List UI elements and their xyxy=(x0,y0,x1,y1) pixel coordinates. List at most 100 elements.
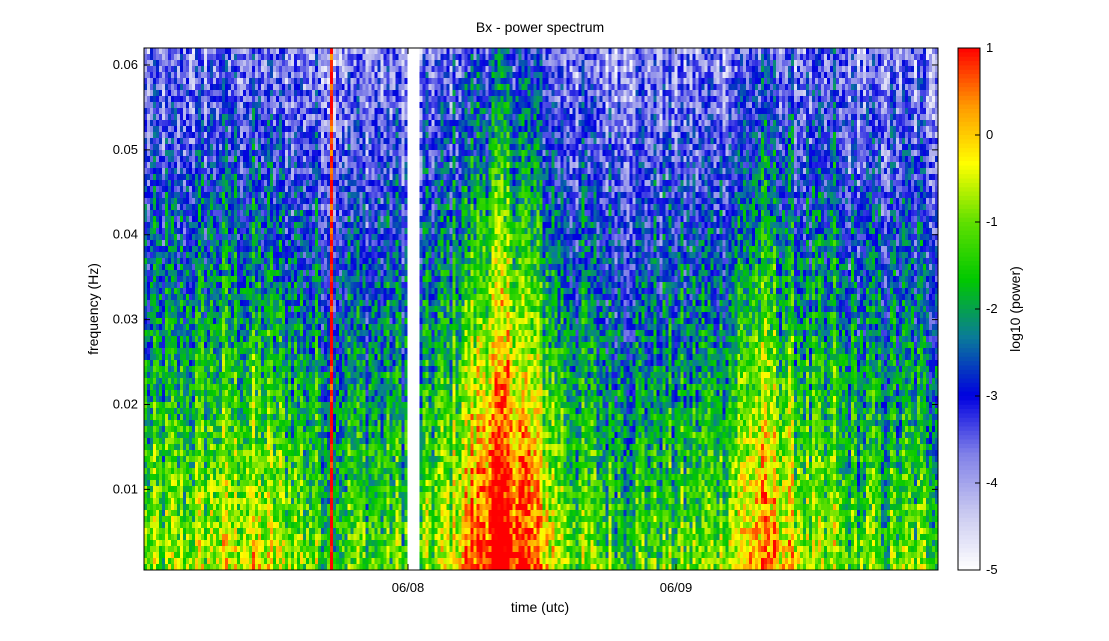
colorbar-segment xyxy=(958,117,980,123)
colorbar-segment xyxy=(958,543,980,549)
colorbar-segment xyxy=(958,513,980,519)
colorbar-segment xyxy=(958,256,980,262)
colorbar-segment xyxy=(958,104,980,110)
colorbar-segment xyxy=(958,69,980,75)
colorbar-segment xyxy=(958,287,980,293)
colorbar-segment xyxy=(958,291,980,297)
colorbar-segment xyxy=(958,326,980,332)
x-axis-ticks: 06/08 06/09 xyxy=(392,48,693,595)
x-tick-label: 06/09 xyxy=(660,580,693,595)
colorbar-segment xyxy=(958,195,980,201)
colorbar-segment xyxy=(958,261,980,267)
colorbar-segment xyxy=(958,143,980,149)
colorbar-segment xyxy=(958,552,980,558)
colorbar-segment xyxy=(958,404,980,410)
colorbar-segment xyxy=(958,304,980,310)
colorbar-segment xyxy=(958,426,980,432)
colorbar-tick-label: -3 xyxy=(986,388,998,403)
colorbar-segment xyxy=(958,222,980,227)
colorbar-segment xyxy=(958,95,980,101)
colorbar xyxy=(958,48,980,571)
colorbar-segment xyxy=(958,526,980,532)
colorbar-segment xyxy=(958,356,980,362)
colorbar-segment xyxy=(958,322,980,327)
y-tick-label: 0.05 xyxy=(113,142,138,157)
colorbar-segment xyxy=(958,91,980,97)
colorbar-segment xyxy=(958,413,980,419)
colorbar-segment xyxy=(958,400,980,406)
colorbar-segment xyxy=(958,556,980,562)
colorbar-segment xyxy=(958,509,980,515)
colorbar-segment xyxy=(958,226,980,232)
colorbar-segment xyxy=(958,452,980,458)
colorbar-segment xyxy=(958,496,980,501)
colorbar-segment xyxy=(958,174,980,180)
colorbar-segment xyxy=(958,169,980,175)
colorbar-segment xyxy=(958,235,980,240)
y-tick-label: 0.04 xyxy=(113,227,138,242)
colorbar-segment xyxy=(958,548,980,554)
colorbar-segment xyxy=(958,265,980,271)
colorbar-segment xyxy=(958,252,980,258)
colorbar-segment xyxy=(958,148,980,153)
colorbar-segment xyxy=(958,82,980,88)
colorbar-segment xyxy=(958,130,980,136)
colorbar-segment xyxy=(958,309,980,314)
colorbar-segment xyxy=(958,439,980,445)
colorbar-segment xyxy=(958,182,980,188)
heatmap-plot xyxy=(144,48,938,570)
colorbar-segment xyxy=(958,100,980,106)
colorbar-segment xyxy=(958,65,980,71)
colorbar-segment xyxy=(958,504,980,510)
y-tick-label: 0.06 xyxy=(113,57,138,72)
colorbar-segment xyxy=(958,330,980,336)
colorbar-segment xyxy=(958,422,980,428)
colorbar-segment xyxy=(958,435,980,441)
y-tick-label: 0.02 xyxy=(113,396,138,411)
colorbar-segment xyxy=(958,417,980,423)
colorbar-segment xyxy=(958,522,980,528)
colorbar-segment xyxy=(958,121,980,127)
colorbar-segment xyxy=(958,335,980,341)
colorbar-segment xyxy=(958,348,980,354)
colorbar-segment xyxy=(958,78,980,84)
colorbar-segment xyxy=(958,113,980,119)
colorbar-segment xyxy=(958,61,980,66)
colorbar-segment xyxy=(958,274,980,280)
colorbar-segment xyxy=(958,500,980,506)
colorbar-segment xyxy=(958,474,980,480)
y-axis-label: frequency (Hz) xyxy=(85,263,101,355)
colorbar-segment xyxy=(958,239,980,245)
colorbar-segment xyxy=(958,187,980,193)
colorbar-segment xyxy=(958,200,980,206)
colorbar-segment xyxy=(958,517,980,523)
colorbar-segment xyxy=(958,243,980,249)
colorbar-segment xyxy=(958,565,980,571)
colorbar-tick-label: -2 xyxy=(986,301,998,316)
y-tick-label: 0.03 xyxy=(113,312,138,327)
colorbar-segment xyxy=(958,161,980,167)
colorbar-segment xyxy=(958,52,980,58)
heatmap-image xyxy=(144,48,938,570)
colorbar-segment xyxy=(958,282,980,288)
colorbar-segment xyxy=(958,396,980,401)
colorbar-segment xyxy=(958,469,980,475)
colorbar-segment xyxy=(958,382,980,388)
x-tick-label: 06/08 xyxy=(392,580,425,595)
colorbar-segment xyxy=(958,483,980,488)
colorbar-segment xyxy=(958,204,980,210)
chart-title: Bx - power spectrum xyxy=(476,19,604,35)
colorbar-segment xyxy=(958,74,980,80)
colorbar-segment xyxy=(958,269,980,275)
colorbar-segment xyxy=(958,361,980,367)
colorbar-segment xyxy=(958,491,980,497)
colorbar-segment xyxy=(958,387,980,393)
colorbar-segment xyxy=(958,530,980,536)
colorbar-segment xyxy=(958,374,980,380)
colorbar-segment xyxy=(958,369,980,375)
y-axis-ticks: 0.01 0.02 0.03 0.04 0.05 0.06 xyxy=(113,57,938,496)
colorbar-segment xyxy=(958,248,980,254)
colorbar-segment xyxy=(958,456,980,462)
